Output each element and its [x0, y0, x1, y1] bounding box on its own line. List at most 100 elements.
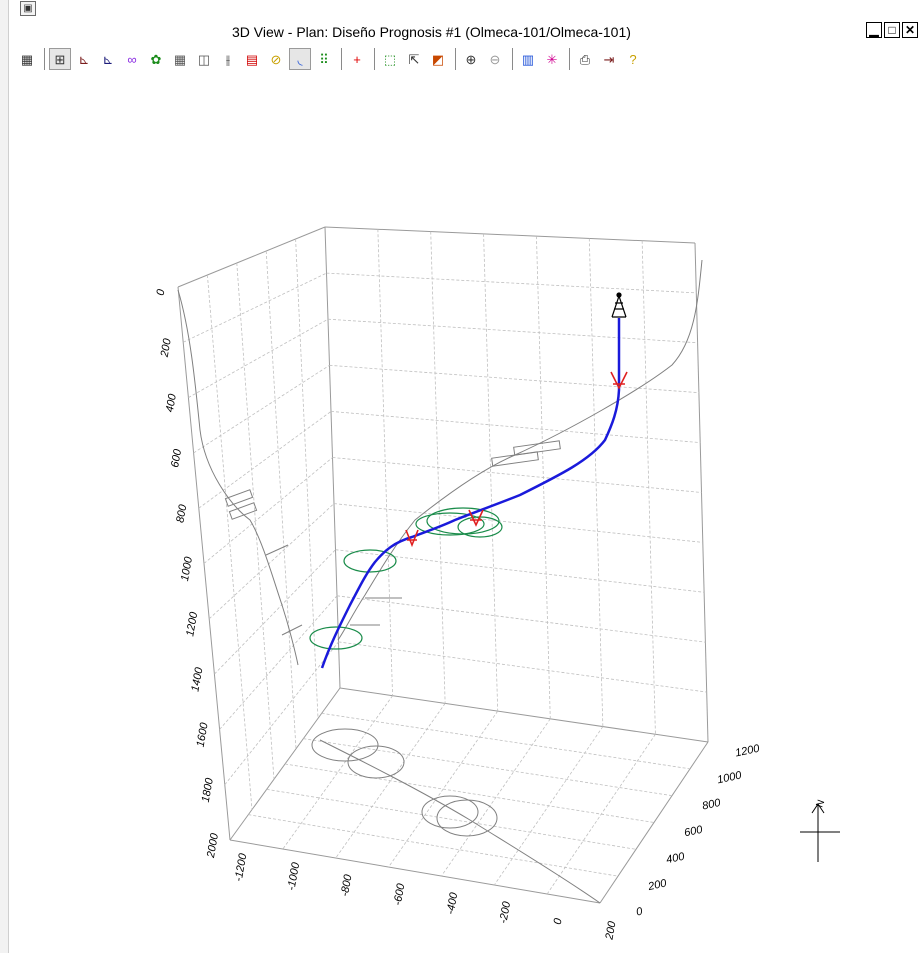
wells-icon: ⫲ [225, 51, 231, 67]
3d-plot-area[interactable]: 0 200 400 600 800 1000 1200 1400 1600 1800 2000 -1… [16, 74, 920, 953]
depth-tick-label: 1200 [184, 610, 200, 637]
y-tick-label: 1000 [716, 769, 743, 786]
bars-chart-icon: ▥ [521, 51, 535, 67]
box-floor-back-edge [339, 687, 709, 743]
cylinder-icon: ⊘ [270, 51, 282, 67]
fan-button[interactable]: ✳ [541, 48, 563, 70]
y-tick-label: 1200 [734, 742, 761, 759]
calculator-icon: ▦ [20, 51, 34, 67]
target-ellipse-3[interactable] [415, 512, 485, 536]
plot-box-frame [177, 226, 709, 904]
north-label: N [814, 798, 827, 809]
crosshair-button[interactable]: + [346, 48, 368, 70]
plot-grid [183, 229, 707, 895]
left-wall-grid-h [224, 641, 339, 785]
left-wall-grid-h [183, 272, 327, 343]
toolbar-separator [341, 48, 342, 70]
map-button[interactable]: ◫ [193, 48, 215, 70]
export-icon: ⇥ [603, 51, 615, 67]
floor-grid-y [248, 814, 619, 877]
toolbar: ▦ ⊞ ⊾ ⊾ ∞ ✿ ▦ ◫ ⫲ ▤ ⊘ ◟ ⠿ + ⬚ ⇱ ◩ ⊕ ⊖ ▥ ✳ ⎙ ⇥? [16, 44, 920, 74]
kickoff-marker[interactable] [610, 371, 628, 390]
maximize-button[interactable]: □ [884, 22, 900, 38]
target-ellipse-2[interactable] [309, 626, 363, 650]
calculator-button[interactable]: ▦ [16, 48, 38, 70]
minimize-button[interactable]: ▁ [866, 22, 882, 38]
zoom-in-button[interactable]: ⊕ [460, 48, 482, 70]
select-pointer-icon: ⇱ [408, 51, 420, 67]
back-wall-grid-h [332, 457, 702, 493]
target-marker-2[interactable] [468, 509, 484, 527]
zoom-out-button[interactable]: ⊖ [484, 48, 506, 70]
x-tick-label: -1200 [233, 852, 250, 883]
nodes-button[interactable]: ∞ [121, 48, 143, 70]
keypad-button[interactable]: ⊞ [49, 48, 71, 70]
left-wall-casing-shadow-2 [228, 502, 258, 520]
target-ellipse-1[interactable] [343, 549, 397, 573]
layers-button[interactable]: ▤ [241, 48, 263, 70]
toolbar-separator [569, 48, 570, 70]
target-marker-1[interactable] [405, 529, 419, 548]
zoom-out-icon: ⊖ [489, 51, 501, 67]
y-tick-label: 600 [683, 824, 704, 840]
dots-grid-button[interactable]: ⠿ [313, 48, 335, 70]
back-wall-grid-v [588, 238, 604, 727]
bars-chart-button[interactable]: ▥ [517, 48, 539, 70]
well-trajectory[interactable] [320, 318, 621, 669]
crosshair-icon: + [353, 51, 361, 67]
curve-button[interactable]: ◟ [289, 48, 311, 70]
left-wall-grid-v [295, 238, 319, 719]
wells-button[interactable]: ⫲ [217, 48, 239, 70]
help-button[interactable]: ? [622, 48, 644, 70]
rotate-view-button[interactable]: ◩ [427, 48, 449, 70]
back-wall-grid-v [377, 229, 393, 696]
depth-tick-label: 1800 [200, 776, 216, 803]
vertical-section-button[interactable]: ⊾ [73, 48, 95, 70]
x-tick-label: -200 [498, 900, 514, 925]
x-axis-labels: -1200 -1000 -800 -600 -400 -200 0 200 [233, 852, 619, 942]
print-button[interactable]: ⎙ [574, 48, 596, 70]
cylinder-button[interactable]: ⊘ [265, 48, 287, 70]
left-wall-tick-2 [281, 624, 303, 636]
floor-target-shadow-2 [347, 745, 405, 779]
x-tick-label: -400 [445, 891, 461, 916]
back-wall-casing-shadow-2 [491, 451, 539, 467]
window-controls: ▁ □ ✕ [866, 22, 918, 38]
back-wall-grid-h [338, 641, 707, 693]
x-tick-label: -1000 [286, 861, 303, 892]
left-wall-grid-v [207, 274, 253, 810]
left-wall-grid-h [193, 364, 330, 454]
layers-icon: ▤ [245, 51, 259, 67]
back-wall-grid-h [336, 595, 706, 643]
grid-button[interactable]: ▦ [169, 48, 191, 70]
left-wall-grid-h [188, 318, 329, 398]
export-button[interactable]: ⇥ [598, 48, 620, 70]
depth-tick-label: 1000 [179, 555, 195, 582]
depth-tick-label: 0 [155, 288, 168, 297]
drilling-rig-icon[interactable] [611, 292, 627, 318]
horizontal-section-button[interactable]: ⊾ [97, 48, 119, 70]
toolbar-separator [374, 48, 375, 70]
back-wall-grid-h [329, 364, 699, 394]
depth-tick-label: 800 [174, 503, 189, 524]
floor-grid-x [282, 695, 393, 850]
window-system-icon[interactable]: ▣ [20, 1, 36, 16]
floor-grid-y [266, 788, 637, 850]
close-button[interactable]: ✕ [902, 22, 918, 38]
floor-grid-y [303, 738, 673, 797]
shapes-button[interactable]: ✿ [145, 48, 167, 70]
select-pointer-button[interactable]: ⇱ [403, 48, 425, 70]
zoom-window-button[interactable]: ⬚ [379, 48, 401, 70]
depth-tick-label: 400 [164, 392, 179, 413]
y-tick-label: 0 [635, 905, 644, 918]
depth-tick-label: 1600 [195, 721, 211, 748]
floor-projection [319, 739, 601, 904]
depth-tick-label: 200 [159, 337, 174, 359]
trajectory-projections [177, 259, 703, 904]
y-tick-label: 400 [665, 850, 686, 866]
floor-target-shadow-1 [311, 728, 379, 762]
x-tick-label: -600 [392, 882, 408, 907]
